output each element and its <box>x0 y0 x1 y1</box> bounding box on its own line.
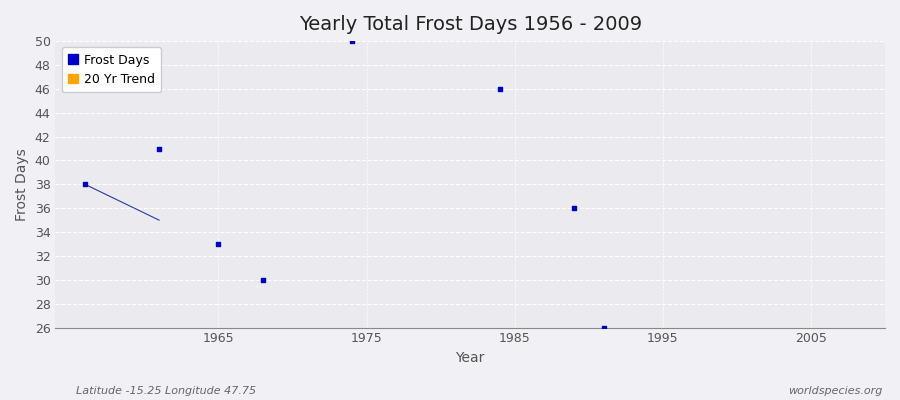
Y-axis label: Frost Days: Frost Days <box>15 148 29 221</box>
Frost Days <box>597 324 611 331</box>
X-axis label: Year: Year <box>455 351 485 365</box>
Frost Days <box>492 86 507 92</box>
Frost Days <box>152 145 166 152</box>
Frost Days <box>345 38 359 44</box>
Legend: Frost Days, 20 Yr Trend: Frost Days, 20 Yr Trend <box>62 47 161 92</box>
Text: worldspecies.org: worldspecies.org <box>788 386 882 396</box>
Title: Yearly Total Frost Days 1956 - 2009: Yearly Total Frost Days 1956 - 2009 <box>299 15 642 34</box>
Frost Days <box>77 181 92 188</box>
Frost Days <box>567 205 581 212</box>
Text: Latitude -15.25 Longitude 47.75: Latitude -15.25 Longitude 47.75 <box>76 386 256 396</box>
Frost Days <box>212 241 226 247</box>
Frost Days <box>256 277 270 283</box>
